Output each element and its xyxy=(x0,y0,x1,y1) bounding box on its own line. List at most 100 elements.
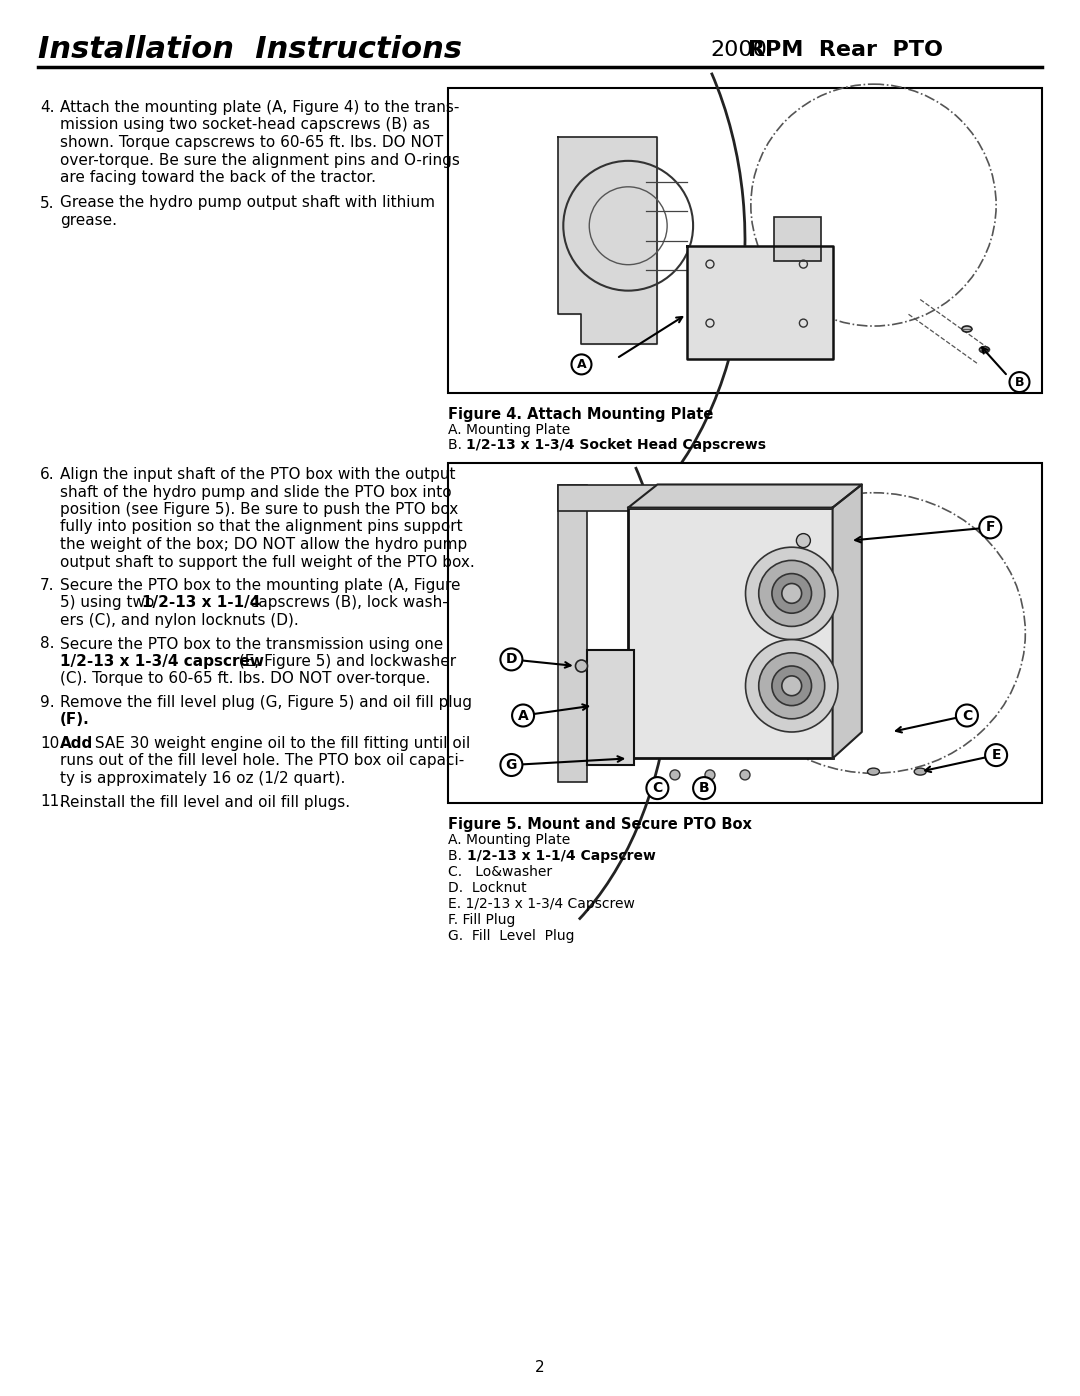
Text: ers (C), and nylon locknuts (D).: ers (C), and nylon locknuts (D). xyxy=(60,613,299,628)
Text: Grease the hydro pump output shaft with lithium: Grease the hydro pump output shaft with … xyxy=(60,195,435,211)
Text: Attach the mounting plate (A, Figure 4) to the trans-: Attach the mounting plate (A, Figure 4) … xyxy=(60,101,459,114)
Text: A: A xyxy=(517,709,528,723)
Ellipse shape xyxy=(962,327,972,332)
Text: Remove the fill level plug (G, Figure 5) and oil fill plug: Remove the fill level plug (G, Figure 5)… xyxy=(60,695,472,711)
Text: output shaft to support the full weight of the PTO box.: output shaft to support the full weight … xyxy=(60,554,475,570)
Circle shape xyxy=(796,533,810,547)
Circle shape xyxy=(759,560,825,627)
Bar xyxy=(448,463,1042,803)
Ellipse shape xyxy=(980,346,989,353)
Text: F. Fill Plug: F. Fill Plug xyxy=(448,913,515,927)
Text: grease.: grease. xyxy=(60,214,117,228)
Circle shape xyxy=(705,771,715,780)
Text: runs out of the fill level hole. The PTO box oil capaci-: runs out of the fill level hole. The PTO… xyxy=(60,754,464,769)
Circle shape xyxy=(782,676,801,695)
Text: 10.: 10. xyxy=(40,736,64,751)
Text: (C). Torque to 60-65 ft. lbs. DO NOT over-torque.: (C). Torque to 60-65 ft. lbs. DO NOT ove… xyxy=(60,671,430,687)
Circle shape xyxy=(759,653,825,719)
Circle shape xyxy=(500,648,523,670)
Ellipse shape xyxy=(914,768,927,775)
Circle shape xyxy=(745,639,838,732)
Text: Reinstall the fill level and oil fill plugs.: Reinstall the fill level and oil fill pl… xyxy=(60,794,350,810)
Text: capscrews (B), lock wash-: capscrews (B), lock wash- xyxy=(245,596,448,610)
Circle shape xyxy=(745,547,838,639)
Circle shape xyxy=(670,771,680,780)
Text: Secure the PTO box to the mounting plate (A, Figure: Secure the PTO box to the mounting plate… xyxy=(60,578,460,593)
Circle shape xyxy=(980,517,1001,539)
Bar xyxy=(558,484,588,782)
Text: 2000: 2000 xyxy=(710,40,767,60)
Text: Figure 4. Attach Mounting Plate: Figure 4. Attach Mounting Plate xyxy=(448,408,714,422)
Bar xyxy=(774,216,821,261)
Text: G.  Fill  Level  Plug: G. Fill Level Plug xyxy=(448,928,575,944)
Text: A: A xyxy=(577,357,586,371)
Text: A. Mounting Plate: A. Mounting Plate xyxy=(448,423,570,437)
Bar xyxy=(448,88,1042,394)
Text: 8.: 8. xyxy=(40,637,54,652)
Text: 7.: 7. xyxy=(40,578,54,593)
Text: B.: B. xyxy=(448,849,467,863)
Circle shape xyxy=(956,705,977,726)
Text: F: F xyxy=(986,521,995,535)
Text: B.: B. xyxy=(448,438,467,452)
Text: G: G xyxy=(505,758,517,772)
Text: position (see Figure 5). Be sure to push the PTO box: position (see Figure 5). Be sure to push… xyxy=(60,503,458,517)
Text: B: B xyxy=(699,782,710,796)
Text: fully into position so that the alignment pins support: fully into position so that the alignmen… xyxy=(60,519,462,535)
Text: 11.: 11. xyxy=(40,794,64,810)
Text: C: C xyxy=(652,782,662,796)
Text: 4.: 4. xyxy=(40,101,54,114)
Text: 1/2-13 x 1-3/4 capscrew: 1/2-13 x 1-3/4 capscrew xyxy=(60,653,264,669)
Text: B: B xyxy=(1015,376,1024,388)
Text: Figure 5. Mount and Secure PTO Box: Figure 5. Mount and Secure PTO Box xyxy=(448,817,752,832)
Polygon shape xyxy=(687,247,833,359)
Text: shown. Torque capscrews to 60-65 ft. lbs. DO NOT: shown. Torque capscrews to 60-65 ft. lbs… xyxy=(60,135,443,149)
Circle shape xyxy=(512,705,535,726)
Circle shape xyxy=(782,584,801,603)
Text: 1/2-13 x 1-1/4: 1/2-13 x 1-1/4 xyxy=(141,596,260,610)
Bar xyxy=(588,649,634,765)
Text: C: C xyxy=(962,709,972,723)
Text: 2: 2 xyxy=(536,1361,544,1375)
Text: Add: Add xyxy=(60,736,93,751)
Text: RPM  Rear  PTO: RPM Rear PTO xyxy=(748,40,943,60)
Ellipse shape xyxy=(867,768,879,775)
Text: E: E xyxy=(991,748,1001,762)
Circle shape xyxy=(693,778,715,799)
Text: 9.: 9. xyxy=(40,695,55,711)
Text: 1/2-13 x 1-3/4 Socket Head Capscrews: 1/2-13 x 1-3/4 Socket Head Capscrews xyxy=(465,438,766,452)
Circle shape xyxy=(1010,373,1029,392)
Text: Align the input shaft of the PTO box with the output: Align the input shaft of the PTO box wit… xyxy=(60,468,456,482)
Circle shape xyxy=(500,754,523,776)
Text: shaft of the hydro pump and slide the PTO box into: shaft of the hydro pump and slide the PT… xyxy=(60,484,451,500)
Polygon shape xyxy=(833,484,862,758)
Circle shape xyxy=(647,778,669,799)
Polygon shape xyxy=(558,137,658,343)
Polygon shape xyxy=(629,484,862,508)
Text: Secure the PTO box to the transmission using one: Secure the PTO box to the transmission u… xyxy=(60,637,443,652)
Bar xyxy=(629,508,833,758)
Text: SAE 30 weight engine oil to the fill fitting until oil: SAE 30 weight engine oil to the fill fit… xyxy=(90,736,470,751)
Circle shape xyxy=(740,771,750,780)
Text: are facing toward the back of the tractor.: are facing toward the back of the tracto… xyxy=(60,170,376,186)
Text: 1/2-13 x 1-1/4 Capscrew: 1/2-13 x 1-1/4 Capscrew xyxy=(467,849,656,863)
Text: C.   Lo&washer: C. Lo&washer xyxy=(448,866,552,879)
Circle shape xyxy=(576,660,588,671)
Circle shape xyxy=(985,744,1008,766)
Text: (E, Figure 5) and lockwasher: (E, Figure 5) and lockwasher xyxy=(234,653,456,669)
Circle shape xyxy=(772,666,811,705)
Text: over-torque. Be sure the alignment pins and O-rings: over-torque. Be sure the alignment pins … xyxy=(60,152,460,168)
Text: 6.: 6. xyxy=(40,468,55,482)
Text: Installation  Instructions: Installation Instructions xyxy=(38,35,462,64)
Text: D: D xyxy=(505,652,517,666)
Text: A. Mounting Plate: A. Mounting Plate xyxy=(448,833,570,847)
Text: the weight of the box; DO NOT allow the hydro pump: the weight of the box; DO NOT allow the … xyxy=(60,537,468,551)
Text: ty is approximately 16 oz (1/2 quart).: ty is approximately 16 oz (1/2 quart). xyxy=(60,771,346,786)
Text: 5.: 5. xyxy=(40,195,54,211)
Text: D.  Locknut: D. Locknut xyxy=(448,881,527,895)
Text: mission using two socket-head capscrews (B) as: mission using two socket-head capscrews … xyxy=(60,117,430,133)
Circle shape xyxy=(772,574,811,613)
Bar xyxy=(558,484,704,511)
Text: (F).: (F). xyxy=(60,712,90,727)
Text: E. 1/2-13 x 1-3/4 Capscrew: E. 1/2-13 x 1-3/4 Capscrew xyxy=(448,898,635,912)
